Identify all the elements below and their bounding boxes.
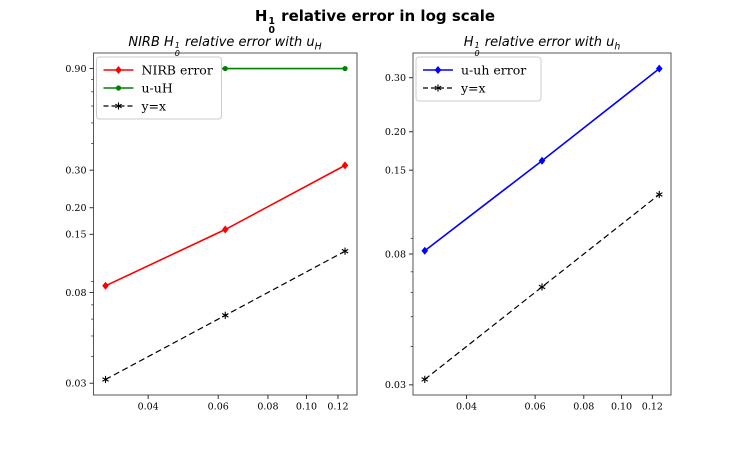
figure-title-sup: 1 bbox=[268, 15, 275, 27]
right-title-mid: relative error with bbox=[480, 35, 607, 50]
left-title-pre: NIRB bbox=[128, 35, 165, 50]
right-title-sub: 0 bbox=[474, 49, 480, 59]
data-point-marker bbox=[538, 156, 546, 165]
data-point-marker bbox=[221, 311, 229, 319]
legend-box bbox=[415, 56, 542, 102]
y-tick-label: 0.90 bbox=[65, 64, 86, 75]
data-point-marker bbox=[115, 66, 122, 74]
x-tick-label: 0.04 bbox=[456, 402, 477, 413]
right-title-varsub: h bbox=[614, 41, 621, 53]
data-point-marker bbox=[341, 161, 349, 170]
legend-item: NIRB error bbox=[103, 62, 213, 77]
y-tick-label: 0.08 bbox=[385, 249, 406, 260]
data-point-marker bbox=[421, 246, 429, 255]
data-point-marker bbox=[342, 65, 348, 72]
right-title-h: H bbox=[463, 35, 474, 50]
x-axis: 0.04 0.06 0.08 0.10 0.12 bbox=[456, 395, 663, 413]
data-point-marker bbox=[221, 225, 229, 234]
left-title-var: u bbox=[306, 35, 315, 50]
x-axis: 0.04 0.06 0.08 0.10 0.12 bbox=[138, 395, 349, 413]
left-title-sub: 0 bbox=[174, 49, 180, 59]
data-point-marker bbox=[434, 84, 442, 92]
x-tick-label: 0.06 bbox=[208, 402, 229, 413]
legend-item: u-uh error bbox=[423, 62, 526, 77]
data-point-marker bbox=[102, 375, 109, 384]
legend-item: u-uH bbox=[103, 80, 173, 95]
series-nirb-error bbox=[102, 161, 349, 290]
x-tick-label: 0.08 bbox=[257, 402, 278, 413]
data-point-marker bbox=[434, 66, 442, 74]
series-y-x bbox=[102, 247, 349, 384]
figure-title-sub: 0 bbox=[268, 25, 275, 37]
legend: NIRB error u-uH y=x bbox=[96, 56, 222, 120]
series-y-x bbox=[421, 190, 663, 383]
y-tick-label: 0.20 bbox=[65, 203, 86, 214]
y-tick-label: 0.15 bbox=[65, 230, 86, 241]
figure-title-rest: relative error in log scale bbox=[275, 7, 496, 25]
x-tick-label: 0.08 bbox=[573, 402, 594, 413]
x-tick-label: 0.10 bbox=[611, 402, 632, 413]
legend-box bbox=[96, 56, 222, 120]
data-point-marker bbox=[655, 64, 663, 73]
data-point-marker bbox=[341, 247, 349, 255]
right-title-var: u bbox=[606, 35, 615, 50]
x-tick-label: 0.04 bbox=[138, 402, 159, 413]
left-title-mid: relative error with bbox=[180, 35, 307, 50]
figure-title-h: H bbox=[254, 7, 268, 25]
y-tick-label: 0.15 bbox=[385, 165, 406, 176]
y-axis: 0.03 0.08 0.15 0.20 0.30 0.90 bbox=[65, 64, 94, 390]
legend-label: NIRB error bbox=[142, 62, 213, 77]
legend: u-uh error y=x bbox=[415, 56, 542, 102]
series-line bbox=[424, 194, 660, 380]
data-point-marker bbox=[538, 283, 546, 291]
legend-label: u-uH bbox=[142, 80, 173, 95]
y-axis: 0.03 0.08 0.15 0.20 0.30 bbox=[385, 73, 413, 391]
y-tick-label: 0.03 bbox=[65, 379, 86, 390]
data-point-marker bbox=[102, 281, 109, 290]
y-tick-label: 0.30 bbox=[65, 165, 86, 176]
y-tick-label: 0.08 bbox=[65, 288, 86, 299]
legend-item: y=x bbox=[103, 98, 167, 113]
plot-box bbox=[412, 52, 672, 396]
right-title-sup: 1 bbox=[474, 41, 480, 51]
left-title-varsub: H bbox=[314, 41, 322, 53]
legend-item: y=x bbox=[423, 80, 486, 95]
legend-label: y=x bbox=[141, 98, 167, 113]
data-point-marker bbox=[222, 65, 228, 72]
y-tick-label: 0.30 bbox=[385, 73, 406, 84]
right-plot: 0.04 0.06 0.08 0.10 0.12 0.03 0.08 0.15 0.20 0.30… bbox=[385, 52, 672, 413]
left-title-h: H bbox=[164, 35, 174, 50]
data-point-marker bbox=[115, 85, 122, 91]
left-title-sup: 1 bbox=[174, 41, 180, 51]
x-tick-label: 0.12 bbox=[327, 402, 348, 413]
plot-box bbox=[93, 52, 358, 396]
series-u-uh-error bbox=[421, 64, 663, 255]
data-point-marker bbox=[655, 190, 663, 199]
data-point-marker bbox=[421, 375, 429, 383]
x-tick-label: 0.06 bbox=[525, 402, 546, 413]
data-point-marker bbox=[115, 102, 122, 110]
legend-label: y=x bbox=[460, 80, 486, 95]
y-tick-label: 0.03 bbox=[385, 380, 406, 391]
y-tick-label: 0.20 bbox=[385, 127, 406, 138]
x-tick-label: 0.10 bbox=[296, 402, 317, 413]
legend-label: u-uh error bbox=[461, 62, 526, 77]
x-tick-label: 0.12 bbox=[642, 402, 663, 413]
left-plot: 0.04 0.06 0.08 0.10 0.12 0.03 0.08 0.15 0.20 0.30… bbox=[65, 52, 358, 413]
